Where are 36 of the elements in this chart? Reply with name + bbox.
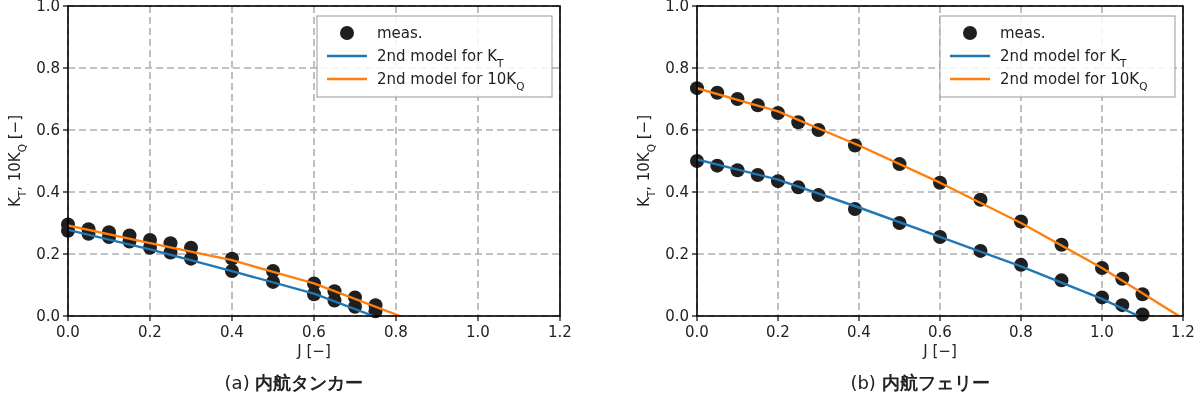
y-tick-label: 0.0 bbox=[36, 307, 60, 325]
y-tick-label: 0.2 bbox=[36, 245, 60, 263]
y-tick-label: 0.8 bbox=[665, 59, 689, 77]
x-tick-label: 1.0 bbox=[1090, 323, 1114, 341]
x-tick-label: 0.4 bbox=[220, 323, 244, 341]
x-tick-label: 0.0 bbox=[685, 323, 709, 341]
x-tick-label: 0.6 bbox=[302, 323, 326, 341]
x-tick-label: 1.0 bbox=[466, 323, 490, 341]
x-tick-label: 0.2 bbox=[138, 323, 162, 341]
x-tick-label: 0.2 bbox=[766, 323, 790, 341]
y-tick-label: 0.6 bbox=[665, 121, 689, 139]
y-tick-label: 0.4 bbox=[665, 183, 689, 201]
x-axis-title: J [−] bbox=[922, 342, 957, 360]
legend-label: 2nd model for K$_{T}$ bbox=[377, 47, 505, 69]
y-tick-label: 0.8 bbox=[36, 59, 60, 77]
y-tick-label: 0.4 bbox=[36, 183, 60, 201]
x-tick-label: 1.2 bbox=[548, 323, 572, 341]
legend-label: meas. bbox=[1000, 24, 1046, 42]
x-tick-label: 0.8 bbox=[384, 323, 408, 341]
y-tick-label: 0.6 bbox=[36, 121, 60, 139]
x-tick-label: 0.8 bbox=[1009, 323, 1033, 341]
x-tick-label: 0.4 bbox=[847, 323, 871, 341]
legend-label: 2nd model for K$_{T}$ bbox=[1000, 47, 1128, 69]
x-tick-label: 1.2 bbox=[1171, 323, 1195, 341]
text: (b) 内航フェリー bbox=[850, 372, 990, 393]
x-axis-title: J [−] bbox=[296, 342, 331, 360]
y-tick-label: 1.0 bbox=[665, 0, 689, 15]
text: (a) 内航タンカー bbox=[224, 372, 364, 393]
x-tick-label: 0.0 bbox=[56, 323, 80, 341]
legend-label: meas. bbox=[377, 24, 423, 42]
y-tick-label: 0.2 bbox=[665, 245, 689, 263]
legend-label: 2nd model for 10K$_{Q}$ bbox=[1000, 70, 1148, 92]
legend-label: 2nd model for 10K$_{Q}$ bbox=[377, 70, 525, 92]
y-tick-label: 0.0 bbox=[665, 307, 689, 325]
y-tick-label: 1.0 bbox=[36, 0, 60, 15]
x-tick-label: 0.6 bbox=[928, 323, 952, 341]
